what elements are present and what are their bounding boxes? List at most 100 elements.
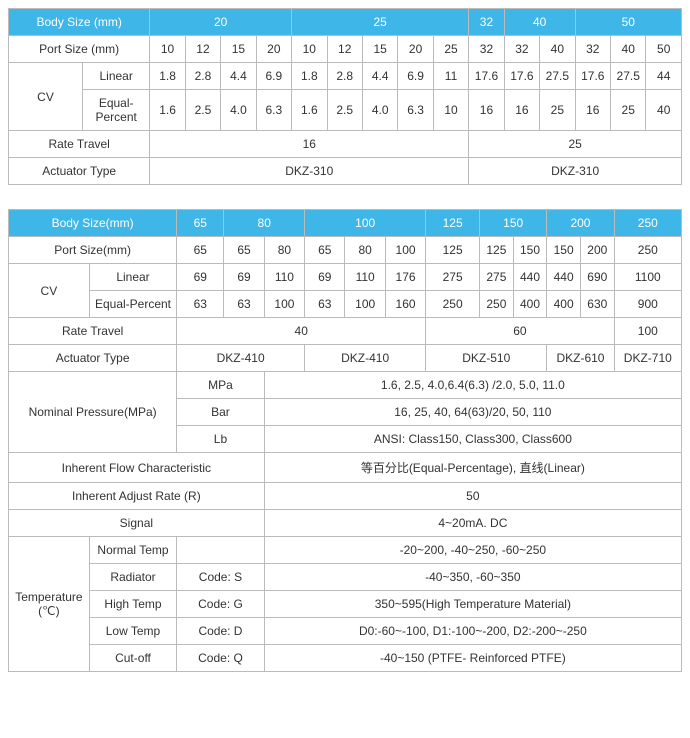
cell: 400	[547, 291, 581, 318]
actuator-label: Actuator Type	[9, 158, 150, 185]
cell: 16	[150, 131, 469, 158]
port-size-label: Port Size (mm)	[9, 36, 150, 63]
cell: 16	[575, 90, 610, 131]
cell: 69	[177, 264, 224, 291]
cell	[177, 537, 264, 564]
cell: 275	[480, 264, 514, 291]
cell: 2.5	[327, 90, 362, 131]
rate-travel-label: Rate Travel	[9, 318, 177, 345]
cell: 16, 25, 40, 64(63)/20, 50, 110	[264, 399, 681, 426]
cell: Code: G	[177, 591, 264, 618]
cell: 2.5	[185, 90, 220, 131]
cell: 2.8	[185, 63, 220, 90]
cell: 63	[305, 291, 345, 318]
cell: DKZ-610	[547, 345, 614, 372]
cell: DKZ-410	[177, 345, 305, 372]
mpa-label: MPa	[177, 372, 264, 399]
cell: 4.4	[221, 63, 256, 90]
cell: 16	[504, 90, 539, 131]
normal-temp-label: Normal Temp	[89, 537, 176, 564]
cell: 63	[177, 291, 224, 318]
cell: 100	[385, 237, 425, 264]
cell: DKZ-410	[305, 345, 426, 372]
cell: 20	[398, 36, 433, 63]
cell: 69	[305, 264, 345, 291]
cell: 44	[646, 63, 682, 90]
cell: 32	[504, 36, 539, 63]
cell: 100	[345, 291, 385, 318]
cell: 1.6	[292, 90, 327, 131]
cell: 350~595(High Temperature Material)	[264, 591, 681, 618]
cell: 27.5	[540, 63, 575, 90]
cell: 等百分比(Equal-Percentage), 直线(Linear)	[264, 453, 681, 483]
cv-label: CV	[9, 63, 83, 131]
rate-travel-label: Rate Travel	[9, 131, 150, 158]
cell: 6.9	[398, 63, 433, 90]
cell: 4.0	[362, 90, 397, 131]
cell: 250	[614, 237, 681, 264]
cell: 63	[224, 291, 264, 318]
cell: 275	[426, 264, 480, 291]
cell: 17.6	[469, 63, 504, 90]
cell: 25	[611, 90, 646, 131]
spec-table-1: Body Size (mm) 20 25 32 40 50 Port Size …	[8, 8, 682, 185]
cell: 440	[547, 264, 581, 291]
cell: 4.0	[221, 90, 256, 131]
cell: 900	[614, 291, 681, 318]
cell: 15	[362, 36, 397, 63]
cell: 40	[177, 318, 426, 345]
body-size-group: 50	[575, 9, 681, 36]
cell: 176	[385, 264, 425, 291]
high-temp-label: High Temp	[89, 591, 176, 618]
cell: 65	[177, 237, 224, 264]
cell: 20	[256, 36, 291, 63]
cell: 110	[264, 264, 304, 291]
cell: 25	[469, 131, 682, 158]
cell: DKZ-510	[426, 345, 547, 372]
cell: 150	[513, 237, 547, 264]
cell: 80	[345, 237, 385, 264]
cell: 110	[345, 264, 385, 291]
cell: -40~350, -60~350	[264, 564, 681, 591]
cell: 4.4	[362, 63, 397, 90]
cell: DKZ-710	[614, 345, 681, 372]
cell: 1.6	[150, 90, 185, 131]
cell: 25	[433, 36, 468, 63]
cell: 69	[224, 264, 264, 291]
cell: 15	[221, 36, 256, 63]
cell: 11	[433, 63, 468, 90]
cell: 10	[150, 36, 185, 63]
body-size-group: 150	[480, 210, 547, 237]
cell: 12	[185, 36, 220, 63]
cell: -20~200, -40~250, -60~250	[264, 537, 681, 564]
cell: 440	[513, 264, 547, 291]
cutoff-label: Cut-off	[89, 645, 176, 672]
cell: 6.3	[398, 90, 433, 131]
cell: 1100	[614, 264, 681, 291]
equal-percent-label: Equal-Percent	[83, 90, 150, 131]
cell: 690	[580, 264, 614, 291]
cell: 65	[305, 237, 345, 264]
port-size-label: Port Size(mm)	[9, 237, 177, 264]
cell: 630	[580, 291, 614, 318]
cell: 17.6	[504, 63, 539, 90]
cell: 27.5	[611, 63, 646, 90]
equal-percent-label: Equal-Percent	[89, 291, 176, 318]
cell: 40	[646, 90, 682, 131]
cell: 32	[469, 36, 504, 63]
nominal-pressure-label: Nominal Pressure(MPa)	[9, 372, 177, 453]
cell: 100	[614, 318, 681, 345]
bar-label: Bar	[177, 399, 264, 426]
cell: DKZ-310	[469, 158, 682, 185]
cell: -40~150 (PTFE- Reinforced PTFE)	[264, 645, 681, 672]
temperature-label: Temperature (℃)	[9, 537, 90, 672]
low-temp-label: Low Temp	[89, 618, 176, 645]
cell: 50	[264, 483, 681, 510]
cell: Code: S	[177, 564, 264, 591]
cell: 40	[540, 36, 575, 63]
body-size-group: 125	[426, 210, 480, 237]
cell: 1.8	[150, 63, 185, 90]
cell: 6.3	[256, 90, 291, 131]
cell: Code: Q	[177, 645, 264, 672]
body-size-group: 32	[469, 9, 504, 36]
